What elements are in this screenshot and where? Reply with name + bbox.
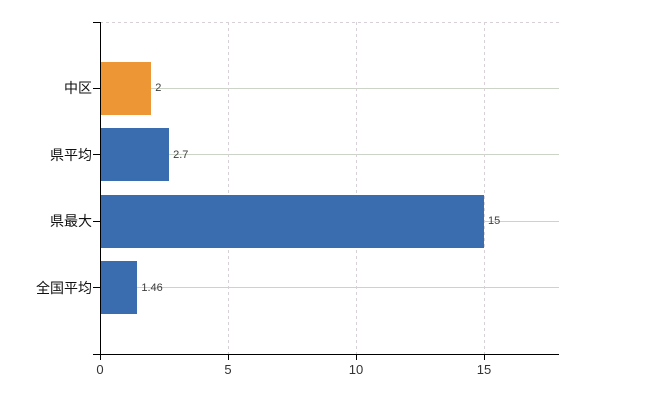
category-label-県平均: 県平均 bbox=[50, 146, 92, 163]
y-axis-tick bbox=[93, 154, 100, 156]
x-tick-label: 5 bbox=[224, 362, 232, 377]
vertical-gridline bbox=[356, 22, 357, 354]
y-axis-tick bbox=[93, 353, 100, 355]
category-label-全国平均: 全国平均 bbox=[36, 279, 92, 296]
y-axis-tick bbox=[93, 287, 100, 289]
x-axis-tick bbox=[484, 354, 485, 360]
bar-value-label: 2 bbox=[155, 82, 162, 95]
vertical-gridline bbox=[484, 22, 485, 354]
x-axis-tick bbox=[100, 354, 101, 360]
category-label-県最大: 県最大 bbox=[50, 213, 92, 230]
y-axis-line bbox=[100, 22, 101, 355]
y-axis-tick bbox=[93, 87, 100, 89]
y-axis-tick bbox=[93, 21, 100, 23]
bar-value-label: 15 bbox=[488, 215, 501, 228]
horizontal-gridline bbox=[100, 287, 559, 289]
category-label-中区: 中区 bbox=[64, 80, 92, 97]
bar-県平均 bbox=[100, 128, 170, 182]
horizontal-gridline bbox=[100, 87, 559, 89]
x-tick-label: 0 bbox=[96, 362, 104, 377]
plot-top-border bbox=[100, 22, 559, 23]
bar-value-label: 2.7 bbox=[173, 148, 189, 161]
x-tick-label: 10 bbox=[348, 362, 364, 377]
y-axis-tick bbox=[93, 220, 100, 222]
x-axis-tick bbox=[228, 354, 229, 360]
bar-value-label: 1.46 bbox=[141, 281, 163, 294]
bar-全国平均 bbox=[100, 261, 138, 315]
bar-県最大 bbox=[100, 194, 484, 248]
x-axis-tick bbox=[356, 354, 357, 360]
vertical-gridline bbox=[228, 22, 229, 354]
x-tick-label: 15 bbox=[476, 362, 492, 377]
x-axis-line bbox=[100, 354, 559, 355]
bar-中区 bbox=[100, 61, 152, 115]
horizontal-gridline bbox=[100, 154, 559, 156]
